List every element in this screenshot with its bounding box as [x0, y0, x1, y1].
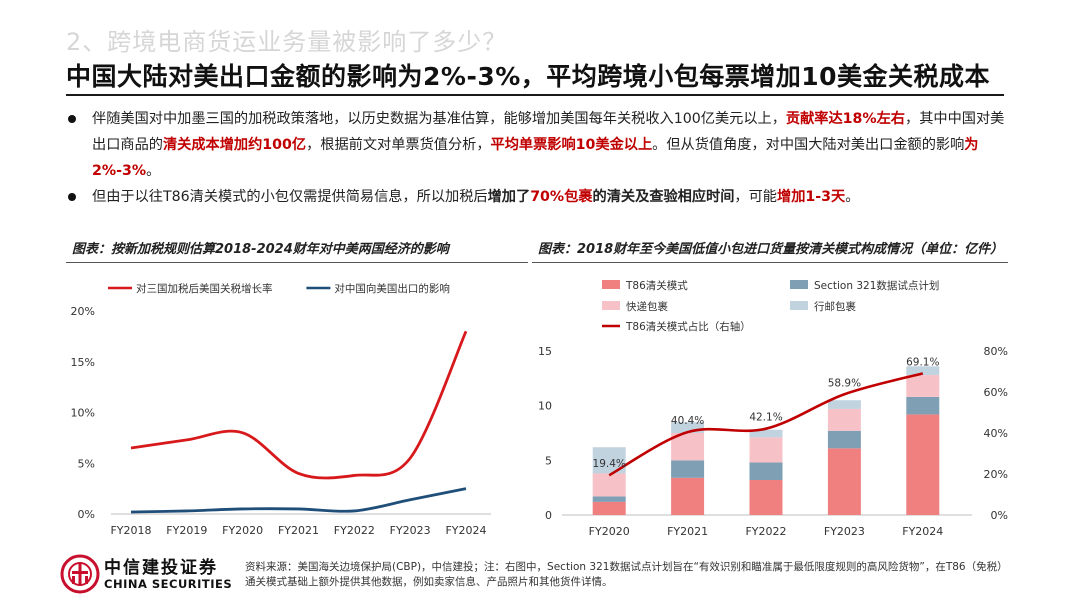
highlight-text: 贡献率达18%左右: [785, 111, 905, 127]
legend-label: Section 321数据试点计划: [814, 279, 939, 292]
china-securities-logo-icon: [60, 554, 100, 594]
bar-segment: [906, 366, 940, 376]
left-chart-divider: [66, 262, 528, 263]
headline-divider: [66, 94, 1004, 96]
x-tick-label: FY2022: [745, 525, 786, 538]
legend-swatch: [602, 301, 620, 310]
right-chart-divider: [532, 262, 1008, 263]
source-note: 资料来源：美国海关边境保护局(CBP)，中信建投；注：右图中，Section 3…: [245, 561, 1008, 588]
bullet-text: 。但从货值角度，对中国大陆对美出口金额的影响: [652, 137, 965, 153]
line-data-label: 40.4%: [671, 415, 704, 427]
bar-segment: [827, 408, 861, 431]
bullet-text: ，根据前文对单票货值分析，: [306, 137, 491, 153]
highlight-text: 增加1-3天: [777, 189, 846, 205]
bullet-text: 。: [146, 163, 161, 179]
legend-swatch: [790, 280, 808, 289]
y-left-tick-label: 5: [545, 454, 552, 467]
bullet-text: 伴随美国对中加墨三国的加税政策落地，以历史数据为基准估算，能够增加美国每年关税收…: [92, 111, 786, 127]
bar-segment: [906, 375, 940, 397]
y-left-tick-label: 10: [538, 400, 552, 413]
highlight-text: 平均单票影响10美金以上: [490, 137, 653, 153]
legend-swatch: [790, 301, 808, 310]
highlight-text: 70%包裹: [530, 189, 593, 205]
bar-segment: [592, 501, 626, 515]
line-data-label: 19.4%: [593, 458, 626, 470]
tariff-growth-line: [130, 330, 468, 480]
bullet-item: 但由于以往T86清关模式的小包仅需提供简易信息，所以加税后增加了70%包裹的清关…: [66, 184, 1006, 210]
x-tick-label: FY2020: [589, 525, 630, 538]
bar-segment: [592, 473, 626, 497]
right-chart-title: 图表：2018财年至今美国低值小包进口货量按清关模式构成情况（单位：亿件）: [538, 242, 1004, 257]
legend-swatch: [602, 280, 620, 289]
legend-label: T86清关模式占比（右轴）: [625, 320, 751, 333]
bar-segment: [671, 422, 705, 433]
x-tick-label: FY2020: [222, 524, 263, 537]
x-tick-label: FY2024: [902, 525, 943, 538]
y-right-tick-label: 60%: [984, 386, 1008, 399]
line-data-label: 58.9%: [828, 377, 861, 389]
bar-segment: [749, 437, 783, 463]
x-tick-label: FY2023: [824, 525, 865, 538]
bar-segment: [592, 496, 626, 502]
y-left-tick-label: 0: [545, 509, 552, 522]
y-right-tick-label: 80%: [984, 345, 1008, 358]
bar-segment: [671, 477, 705, 515]
x-tick-label: FY2024: [445, 524, 486, 537]
y-right-tick-label: 40%: [984, 427, 1008, 440]
x-tick-label: FY2022: [334, 524, 375, 537]
left-chart-title: 图表：按新加税规则估算2018-2024财年对中美两国经济的影响: [72, 242, 449, 257]
x-tick-label: FY2019: [166, 524, 207, 537]
x-tick-label: FY2023: [390, 524, 431, 537]
bar-segment: [749, 480, 783, 515]
legend-label: 行邮包裹: [814, 300, 856, 313]
x-tick-label: FY2021: [667, 525, 708, 538]
page-headline: 中国大陆对美出口金额的影响为2%-3%，平均跨境小包每票增加10美金关税成本: [66, 62, 991, 91]
bar-segment: [827, 448, 861, 515]
bar-segment: [827, 400, 861, 409]
bar-segment: [749, 429, 783, 438]
y-tick-label: 0%: [78, 508, 95, 521]
bullet-text: 但由于以往T86清关模式的小包仅需提供简易信息，所以加税后: [92, 189, 488, 205]
legend-label: 对中国向美国出口的影响: [334, 282, 450, 295]
y-tick-label: 10%: [71, 407, 95, 420]
y-tick-label: 20%: [71, 305, 95, 318]
y-right-tick-label: 20%: [984, 468, 1008, 481]
section-title: 2、跨境电商货运业务量被影响了多少？: [66, 28, 508, 56]
y-tick-label: 5%: [78, 457, 95, 470]
legend-label: T86清关模式: [625, 279, 688, 292]
bullet-item: 伴随美国对中加墨三国的加税政策落地，以历史数据为基准估算，能够增加美国每年关税收…: [66, 106, 1006, 184]
y-right-tick-label: 0%: [991, 509, 1008, 522]
bullet-dot-icon: [68, 115, 76, 123]
bullet-text: ，其中中国对美出口商品的: [92, 111, 1005, 153]
china-export-impact-line: [130, 487, 467, 514]
t86-share-line: [608, 372, 924, 477]
brand-name-cn: 中信建投证券: [104, 558, 218, 578]
legend-label: 快递包裹: [626, 300, 668, 313]
bullet-dot-icon: [68, 193, 76, 201]
bullet-list: 伴随美国对中加墨三国的加税政策落地，以历史数据为基准估算，能够增加美国每年关税收…: [66, 106, 1006, 210]
x-tick-label: FY2018: [110, 524, 151, 537]
brand-name-en: CHINA SECURITIES: [104, 577, 233, 591]
bullet-text: ，可能: [734, 189, 777, 205]
left-line-chart: 对三国加税后美国关税增长率 对中国向美国出口的影响 0% 5% 10% 15% 20% FY2…: [71, 282, 491, 537]
y-left-tick-label: 15: [538, 345, 552, 358]
highlight-text: 清关成本增加约100亿: [162, 137, 307, 153]
y-tick-label: 15%: [71, 356, 95, 369]
bar-segment: [906, 396, 940, 415]
bullet-text: 。: [845, 189, 860, 205]
bar-segment: [671, 460, 705, 478]
bar-segment: [906, 414, 940, 515]
legend-label: 对三国加税后美国关税增长率: [136, 282, 273, 295]
bar-segment: [827, 430, 861, 449]
line-data-label: 69.1%: [906, 356, 939, 368]
x-tick-label: FY2021: [278, 524, 319, 537]
bold-text: 增加了: [487, 189, 531, 205]
line-data-label: 42.1%: [749, 412, 782, 424]
highlight-text: 为2%-3%: [92, 137, 979, 179]
bold-text: 的清关及查验相应时间: [592, 189, 735, 205]
bar-segment: [749, 462, 783, 481]
